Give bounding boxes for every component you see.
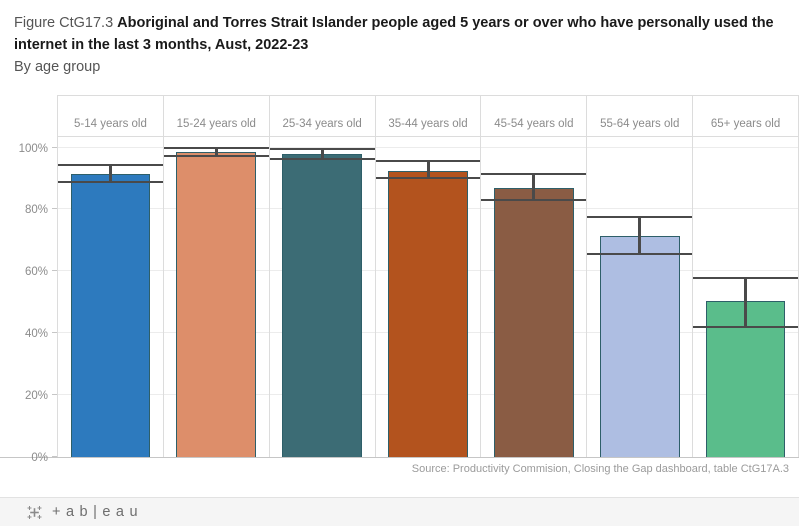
column-header: 35-44 years old (374, 96, 481, 136)
error-bar-lower-cap (58, 180, 163, 183)
error-bar-line (320, 149, 324, 159)
bar-pane (374, 137, 481, 457)
column-header: 15-24 years old (162, 96, 269, 136)
error-bar-lower-cap (481, 199, 587, 202)
y-tick-label: 100% (18, 142, 48, 155)
error-bar-upper-cap (163, 146, 269, 149)
bar[interactable] (494, 187, 574, 457)
plot-outer: 0% 20% 40% 60% 80% 100% (0, 137, 799, 464)
y-axis-tick (52, 146, 57, 148)
error-bar-lower-cap (693, 326, 799, 329)
bar-pane (692, 137, 799, 457)
error-bar-line (744, 277, 748, 328)
error-bar-line (108, 164, 112, 182)
column-header: 55-64 years old (586, 96, 692, 136)
error-bar-upper-cap (269, 148, 375, 151)
y-tick-label: 60% (24, 266, 48, 279)
bar-pane (162, 137, 269, 457)
chart-title-main: Aboriginal and Torres Strait Islander pe… (14, 15, 774, 53)
y-axis-tick (52, 394, 57, 396)
y-tick-label: 20% (24, 390, 48, 403)
error-bar-line (532, 173, 536, 201)
source-caption: Source: Productivity Commision, Closing … (411, 463, 789, 475)
tableau-logo-link[interactable]: +ab|eau (26, 504, 143, 521)
column-header: 65+ years old (692, 96, 799, 136)
error-bar-upper-cap (481, 172, 587, 175)
y-tick-label: 80% (24, 204, 48, 217)
y-tick-label: 40% (24, 328, 48, 341)
y-tick-label: 0% (31, 452, 48, 464)
plot-area (57, 137, 799, 457)
y-axis-tick (52, 208, 57, 210)
tableau-viz: Figure CtG17.3 Aboriginal and Torres Str… (0, 12, 799, 475)
bar-pane (57, 137, 163, 457)
bar-chart: 5-14 years old 15-24 years old 25-34 years… (0, 95, 799, 464)
y-axis-tick (52, 270, 57, 272)
column-header-row: 5-14 years old 15-24 years old 25-34 years… (57, 95, 799, 137)
bar-pane (268, 137, 375, 457)
error-bar-lower-cap (587, 253, 693, 256)
tableau-footer-bar: +ab|eau (0, 497, 799, 526)
bar[interactable] (70, 173, 151, 457)
error-bar-line (214, 147, 218, 156)
error-bar-upper-cap (587, 216, 693, 219)
bar-pane (586, 137, 693, 457)
tableau-wordmark: +ab|eau (52, 504, 144, 520)
error-bar-lower-cap (163, 154, 269, 157)
y-axis: 0% 20% 40% 60% 80% 100% (0, 137, 57, 464)
y-axis-tick (52, 456, 57, 457)
column-header: 45-54 years old (480, 96, 586, 136)
column-header: 25-34 years old (268, 96, 375, 136)
error-bar-lower-cap (269, 157, 375, 160)
tableau-logo-icon (26, 504, 43, 521)
chart-title-prefix: Figure CtG17.3 (14, 15, 118, 31)
error-bar-line (426, 161, 430, 179)
error-bar-line (638, 217, 642, 255)
bar[interactable] (388, 170, 468, 457)
y-axis-tick (52, 332, 57, 334)
y-gridline (57, 146, 799, 148)
column-header: 5-14 years old (57, 96, 163, 136)
error-bar-lower-cap (375, 177, 481, 180)
bar[interactable] (599, 235, 680, 457)
bar[interactable] (282, 153, 362, 457)
bar-pane (480, 137, 587, 457)
chart-subtitle: By age group (14, 59, 101, 75)
chart-title: Figure CtG17.3 Aboriginal and Torres Str… (14, 12, 785, 78)
bar[interactable] (176, 152, 257, 457)
